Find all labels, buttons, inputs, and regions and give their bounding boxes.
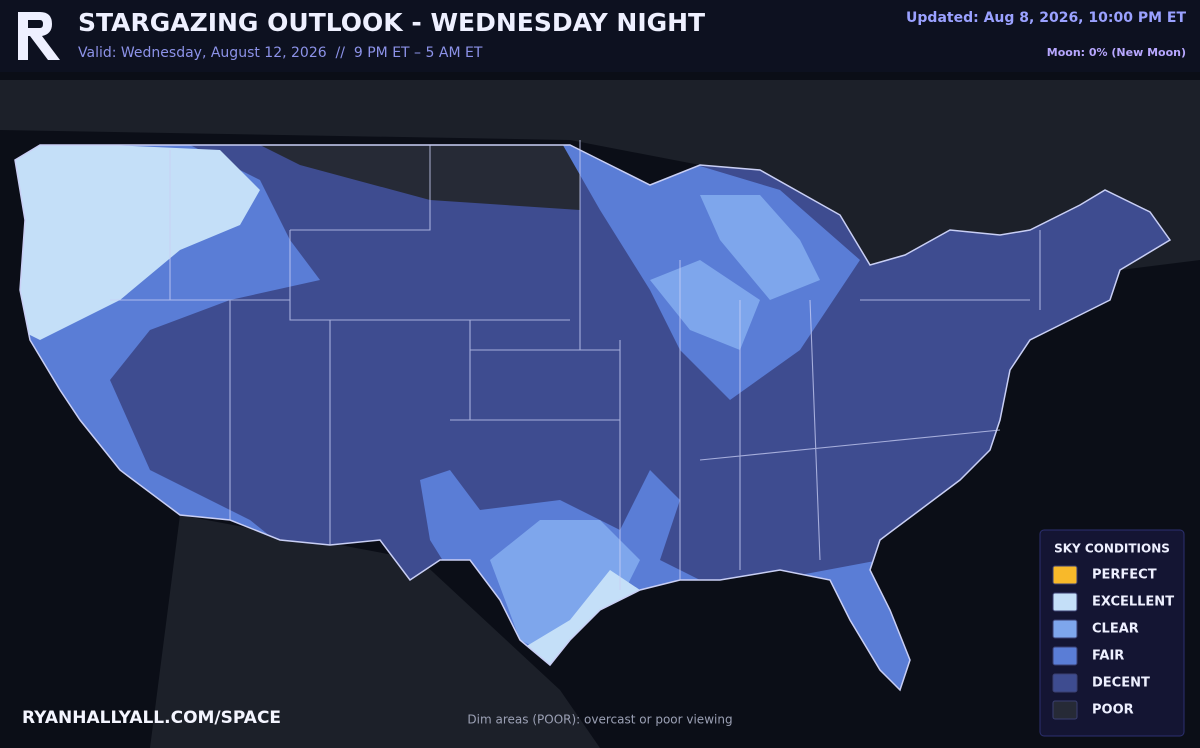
legend-swatch — [1052, 619, 1078, 639]
legend-swatch — [1052, 673, 1078, 693]
legend-swatch — [1052, 592, 1078, 612]
region — [520, 570, 640, 670]
logo — [18, 12, 60, 60]
legend-label: FAIR — [1092, 649, 1124, 664]
legend-label: DECENT — [1092, 676, 1150, 691]
title: STARGAZING OUTLOOK - WEDNESDAY NIGHT — [78, 8, 705, 37]
moon-phase: Moon: 0% (New Moon) — [1047, 46, 1186, 59]
website: RYANHALLYALL.COM/SPACE — [22, 708, 281, 728]
legend-title: SKY CONDITIONS — [1054, 542, 1170, 556]
legend-label: POOR — [1092, 703, 1134, 718]
legend-label: PERFECT — [1092, 568, 1157, 583]
valid-time: Valid: Wednesday, August 12, 2026 // 9 P… — [78, 45, 483, 61]
legend-swatch — [1052, 700, 1078, 720]
region — [650, 195, 820, 350]
legend-items: PERFECT EXCELLENT CLEAR FAIR DECENT POOR — [1052, 565, 1174, 720]
region — [15, 145, 260, 340]
legend-swatch — [1052, 565, 1078, 585]
region — [490, 520, 640, 660]
legend-label: EXCELLENT — [1092, 595, 1174, 610]
updated-time: Updated: Aug 8, 2026, 10:00 PM ET — [906, 10, 1186, 26]
legend-label: CLEAR — [1092, 622, 1139, 637]
state-lines — [110, 140, 1041, 590]
footnote: Dim areas (POOR): overcast or poor viewi… — [467, 713, 732, 727]
legend-swatch — [1052, 646, 1078, 666]
region — [250, 145, 580, 210]
surrounding-land — [0, 80, 1200, 748]
header-band — [0, 0, 1200, 72]
